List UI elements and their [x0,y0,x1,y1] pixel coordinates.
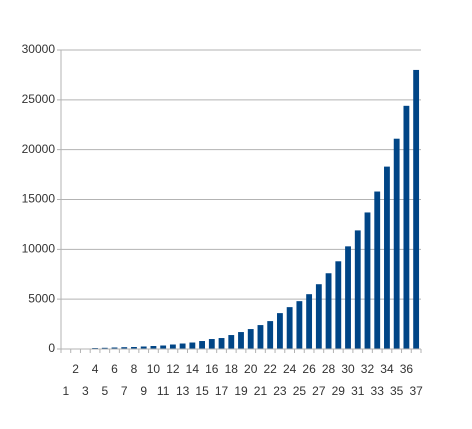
bar [364,212,371,349]
x-tick-label: 31 [351,384,365,398]
bar [354,230,361,349]
x-tick-label: 1 [63,384,70,398]
x-tick-label: 3 [82,384,89,398]
bar [247,329,254,349]
x-tick-label: 20 [244,362,258,376]
bar [393,138,400,349]
bar [140,346,147,349]
x-tick-label: 10 [147,362,161,376]
x-tick-label: 19 [234,384,248,398]
y-tick-label: 0 [48,341,55,355]
x-tick-label: 13 [176,384,190,398]
x-tick-label: 33 [371,384,385,398]
bar [238,332,244,349]
x-tick-label: 17 [215,384,229,398]
bar [179,343,186,349]
bar [296,301,303,349]
x-tick-label: 34 [380,362,394,376]
x-tick-label: 12 [166,362,180,376]
x-tick-label: 11 [157,384,170,398]
bar [286,307,293,349]
bar [306,294,313,349]
bar [267,321,274,349]
bar [335,261,342,349]
bar [325,273,332,349]
bar [150,346,157,349]
bar [101,347,108,349]
y-tick-label: 10000 [22,242,56,256]
bar [403,105,410,350]
x-tick-label: 30 [341,362,355,376]
x-tick-label: 21 [254,384,268,398]
x-tick-label: 32 [361,362,375,376]
x-tick-label: 4 [92,362,99,376]
x-tick-label: 14 [186,362,200,376]
x-tick-label: 36 [400,362,414,376]
bar [189,342,196,349]
bar [315,284,322,349]
x-tick-label: 24 [283,362,297,376]
bar [160,345,167,349]
y-tick-label: 25000 [22,92,56,106]
x-tick-label: 9 [140,384,147,398]
y-tick-label: 15000 [22,192,56,206]
x-tick-label: 8 [131,362,138,376]
x-tick-label: 26 [302,362,316,376]
x-tick-label: 22 [264,362,278,376]
bar [384,166,390,349]
x-tick-label: 2 [72,362,79,376]
x-tick-label: 15 [195,384,209,398]
bar [169,344,176,349]
y-tick-label: 20000 [22,142,56,156]
x-tick-label: 6 [111,362,118,376]
y-tick-label: 5000 [28,291,55,305]
x-tick-label: 18 [225,362,239,376]
x-tick-label: 27 [312,384,326,398]
bar [208,339,215,349]
bar [228,335,235,349]
x-tick-label: 25 [293,384,307,398]
y-tick-label: 30000 [22,42,56,56]
x-tick-label: 23 [273,384,287,398]
x-tick-label: 16 [205,362,219,376]
bar [413,69,420,349]
bar [199,341,205,349]
x-tick-label: 37 [409,384,423,398]
bar [374,191,381,349]
bar [111,347,118,349]
bar [218,338,225,349]
x-tick-label: 28 [322,362,336,376]
x-tick-label: 5 [101,384,108,398]
bar [345,246,351,349]
x-tick-label: 7 [121,384,128,398]
bar [277,313,283,349]
bar [121,347,128,349]
bar [131,347,137,349]
x-tick-label: 35 [390,384,404,398]
bar [257,325,264,349]
x-tick-label: 29 [332,384,346,398]
